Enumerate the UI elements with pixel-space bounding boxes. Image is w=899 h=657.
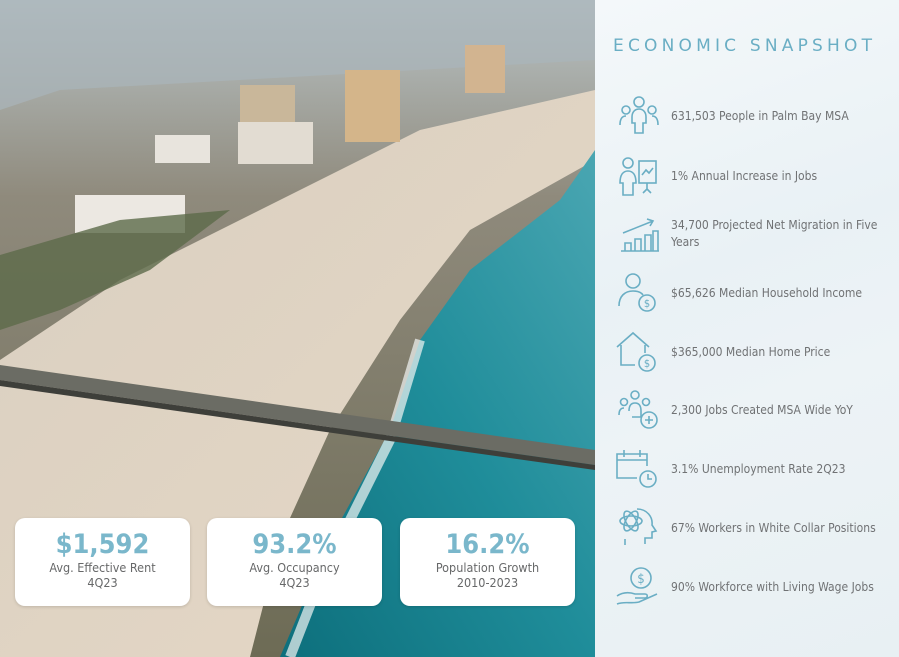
stat-card-population-growth: 16.2% Population Growth 2010-2023: [400, 518, 575, 606]
house-dollar-icon: $: [616, 331, 656, 372]
snapshot-item: 3.1% Unemployment Rate 2Q23: [615, 448, 895, 490]
growth-bar-chart-icon: [621, 218, 659, 252]
snapshot-item: $ $65,626 Median Household Income: [615, 272, 895, 314]
svg-text:$: $: [644, 297, 650, 310]
snapshot-item: 631,503 People in Palm Bay MSA: [615, 95, 895, 137]
stat-value: $1,592: [55, 529, 150, 560]
snapshot-item: $ 90% Workforce with Living Wage Jobs: [615, 566, 895, 608]
section-title: ECONOMIC SNAPSHOT: [613, 36, 877, 56]
svg-text:$: $: [637, 572, 644, 587]
stat-label: Population Growth: [435, 560, 540, 575]
stat-card-occupancy: 93.2% Avg. Occupancy 4Q23: [207, 518, 382, 606]
stat-label: Avg. Occupancy: [249, 560, 340, 575]
stat-period: 4Q23: [87, 575, 118, 590]
stat-period: 4Q23: [279, 575, 310, 590]
people-add-icon: [618, 390, 658, 429]
stat-value: 93.2%: [252, 529, 337, 560]
snapshot-item: $ $365,000 Median Home Price: [615, 331, 895, 373]
presenter-chart-icon: [619, 157, 657, 196]
stat-card-rent: $1,592 Avg. Effective Rent 4Q23: [15, 518, 190, 606]
snapshot-item: 1% Annual Increase in Jobs: [615, 155, 895, 197]
snapshot-item: 34,700 Projected Net Migration in Five Y…: [615, 213, 895, 255]
stat-label: Avg. Effective Rent: [49, 560, 156, 575]
snapshot-item: 2,300 Jobs Created MSA Wide YoY: [615, 389, 895, 431]
calendar-clock-icon: [616, 450, 657, 488]
head-atom-icon: [619, 508, 658, 545]
people-group-icon: [619, 96, 659, 134]
economic-snapshot-panel: ECONOMIC SNAPSHOT 631,503 People in Palm…: [595, 0, 899, 657]
stat-period: 2010-2023: [456, 575, 519, 590]
svg-text:$: $: [644, 357, 650, 370]
hand-coin-icon: $: [616, 567, 658, 605]
snapshot-item: 67% Workers in White Collar Positions: [615, 507, 895, 549]
stat-value: 16.2%: [445, 529, 530, 560]
person-dollar-icon: $: [618, 273, 656, 312]
